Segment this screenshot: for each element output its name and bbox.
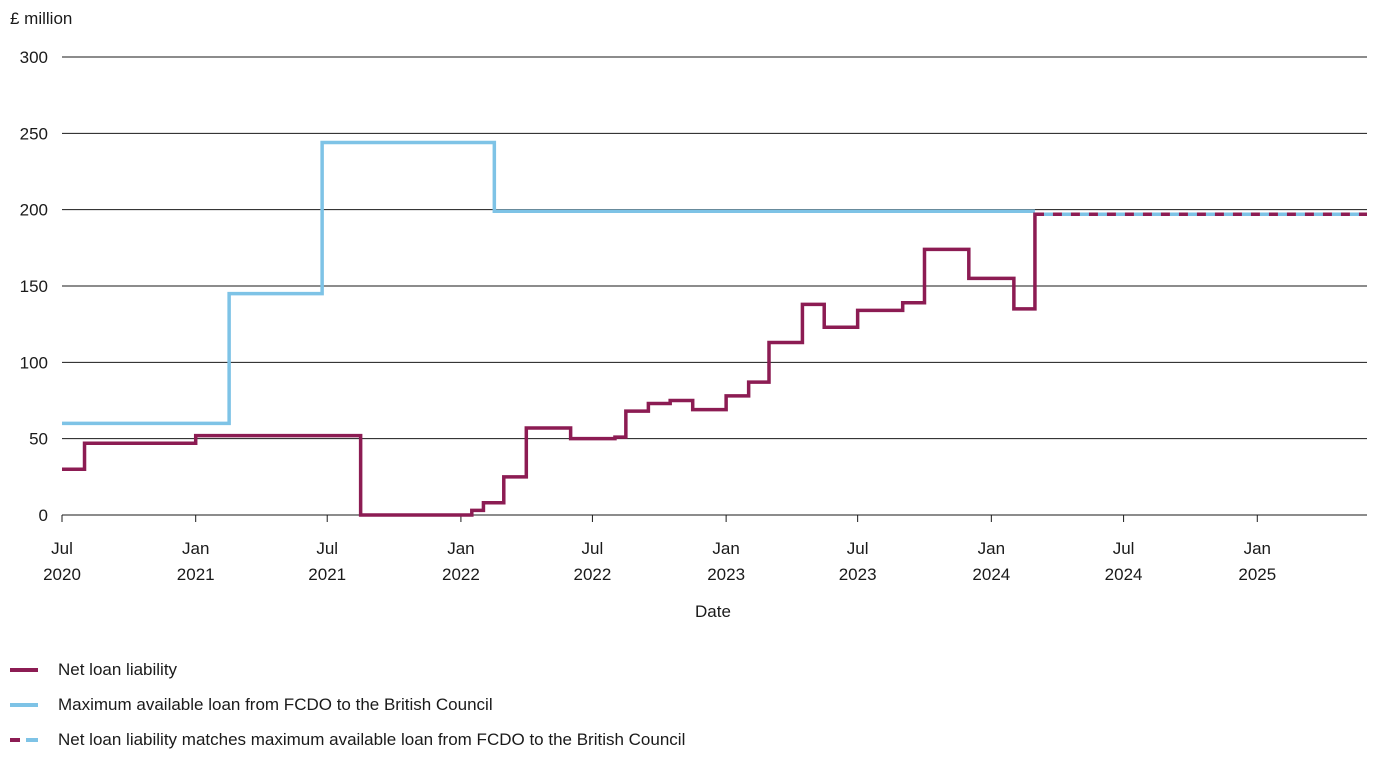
x-tick-label-month: Jan — [447, 539, 474, 558]
legend-item-net-loan: Net loan liability — [10, 652, 685, 687]
x-tick-label-month: Jul — [582, 539, 604, 558]
x-tick-label-year: 2024 — [1105, 565, 1143, 584]
x-tick-label-month: Jul — [51, 539, 73, 558]
legend-swatch-net-loan — [10, 663, 40, 677]
x-tick-label-year: 2023 — [839, 565, 877, 584]
x-tick-label-month: Jan — [1244, 539, 1271, 558]
y-tick-label: 0 — [39, 506, 48, 525]
x-tick-label-month: Jul — [316, 539, 338, 558]
legend-swatch-matches — [10, 733, 40, 747]
x-axis: Jul 2020 Jan 2021 Jul 2021 Jan 2022 Jul 2022 Jan 20… — [43, 515, 1276, 584]
x-tick-label-month: Jan — [712, 539, 739, 558]
x-tick-label-month: Jan — [182, 539, 209, 558]
series-lines — [62, 140, 1367, 517]
y-tick-label: 100 — [20, 353, 48, 372]
x-tick-label-year: 2021 — [308, 565, 346, 584]
y-tick-label: 150 — [20, 277, 48, 296]
legend-item-matches: Net loan liability matches maximum avail… — [10, 722, 685, 757]
legend-swatch-max-loan — [10, 698, 40, 712]
legend: Net loan liability Maximum available loa… — [10, 652, 685, 757]
x-tick-label-month: Jul — [847, 539, 869, 558]
x-tick-label-year: 2024 — [972, 565, 1010, 584]
x-tick-label-month: Jan — [978, 539, 1005, 558]
series-max-available-loan — [62, 140, 1035, 426]
x-tick-label-year: 2023 — [707, 565, 745, 584]
x-tick-label-year: 2025 — [1238, 565, 1276, 584]
legend-label-matches: Net loan liability matches maximum avail… — [58, 729, 686, 749]
legend-label-net-loan: Net loan liability — [58, 659, 178, 679]
y-tick-label: 300 — [20, 48, 48, 67]
x-tick-label-year: 2022 — [574, 565, 612, 584]
loan-chart: £ million 0 50 100 150 200 250 300 Jul 2020 Jan 2… — [10, 9, 1367, 621]
series-net-loan-liability — [62, 212, 1046, 517]
y-gridlines — [62, 56, 1367, 516]
x-tick-label-year: 2022 — [442, 565, 480, 584]
legend-label-max-loan: Maximum available loan from FCDO to the … — [58, 694, 493, 714]
y-tick-label: 200 — [20, 201, 48, 220]
y-tick-label: 250 — [20, 124, 48, 143]
y-axis-title: £ million — [10, 9, 72, 28]
x-tick-label-month: Jul — [1113, 539, 1135, 558]
legend-item-max-loan: Maximum available loan from FCDO to the … — [10, 687, 685, 722]
y-tick-labels: 0 50 100 150 200 250 300 — [20, 48, 48, 525]
x-axis-title: Date — [695, 602, 731, 621]
x-tick-label-year: 2021 — [177, 565, 215, 584]
y-tick-label: 50 — [29, 430, 48, 449]
x-tick-label-year: 2020 — [43, 565, 81, 584]
